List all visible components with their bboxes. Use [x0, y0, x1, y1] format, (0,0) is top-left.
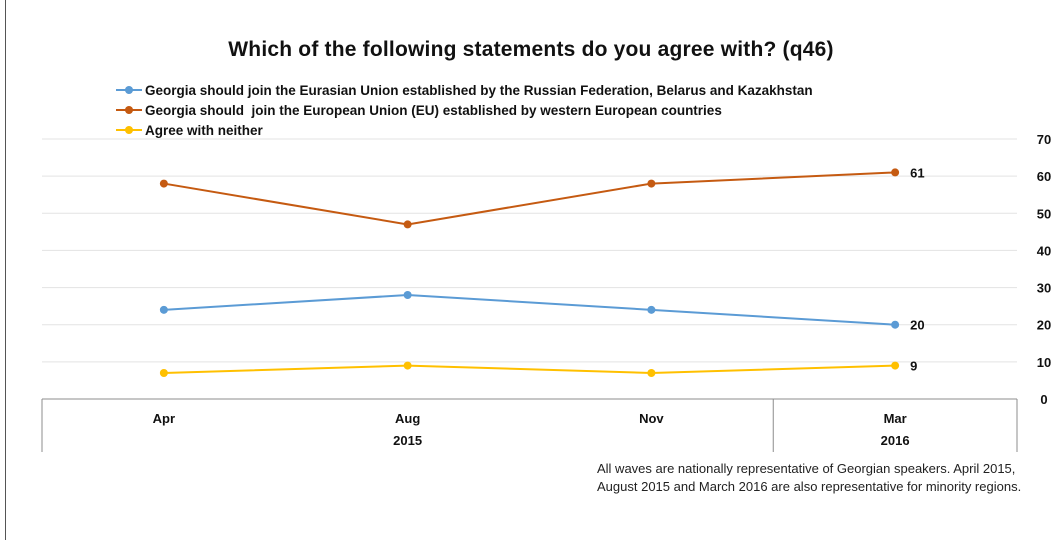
data-point [159, 369, 168, 377]
legend-dot [125, 106, 133, 114]
x-tick-label: Apr [153, 411, 175, 426]
legend-marker-eurasian-union [116, 83, 142, 97]
legend-label-neither: Agree with neither [145, 122, 263, 138]
x-group-label: 2016 [881, 433, 910, 448]
data-point [891, 320, 900, 329]
chart-legend: Georgia should join the Eurasian Union e… [116, 80, 813, 140]
y-tick-label: 50 [1037, 206, 1051, 221]
legend-marker-european-union [116, 103, 142, 117]
y-tick-label: 10 [1037, 355, 1051, 370]
legend-dot [125, 126, 133, 134]
data-point [647, 179, 656, 188]
y-tick-label: 20 [1037, 318, 1051, 333]
left-border-line [5, 0, 6, 540]
y-tick-label: 70 [1037, 132, 1051, 147]
data-point [403, 291, 412, 299]
legend-item-european-union: Georgia should join the European Union (… [116, 100, 813, 120]
series-line-1 [163, 171, 896, 226]
data-point [159, 179, 168, 188]
series-line-2 [163, 364, 896, 375]
y-tick-label: 0 [1040, 392, 1047, 407]
legend-label-eurasian-union: Georgia should join the Eurasian Union e… [145, 82, 813, 98]
y-tick-label: 60 [1037, 169, 1051, 184]
legend-dot [125, 86, 133, 94]
data-point [647, 369, 656, 377]
x-group-label: 2015 [393, 433, 422, 448]
x-tick-label: Mar [884, 411, 907, 426]
data-point [403, 361, 412, 370]
legend-marker-neither [116, 123, 142, 137]
footnote: All waves are nationally representative … [597, 461, 1022, 494]
legend-label-european-union: Georgia should join the European Union (… [145, 102, 722, 118]
data-point [403, 220, 412, 229]
data-point [891, 168, 900, 177]
data-label: 61 [910, 165, 924, 180]
x-tick-label: Nov [639, 411, 664, 426]
legend-item-neither: Agree with neither [116, 120, 813, 140]
data-point [647, 305, 656, 314]
data-label: 20 [910, 318, 924, 333]
legend-item-eurasian-union: Georgia should join the Eurasian Union e… [116, 80, 813, 100]
data-point [891, 361, 900, 370]
series-line-0 [163, 293, 896, 326]
data-point [159, 305, 168, 314]
data-label: 9 [910, 359, 917, 374]
x-tick-label: Aug [395, 411, 420, 426]
chart-title: Which of the following statements do you… [228, 38, 834, 61]
y-tick-label: 40 [1037, 243, 1051, 258]
y-tick-label: 30 [1037, 281, 1051, 296]
